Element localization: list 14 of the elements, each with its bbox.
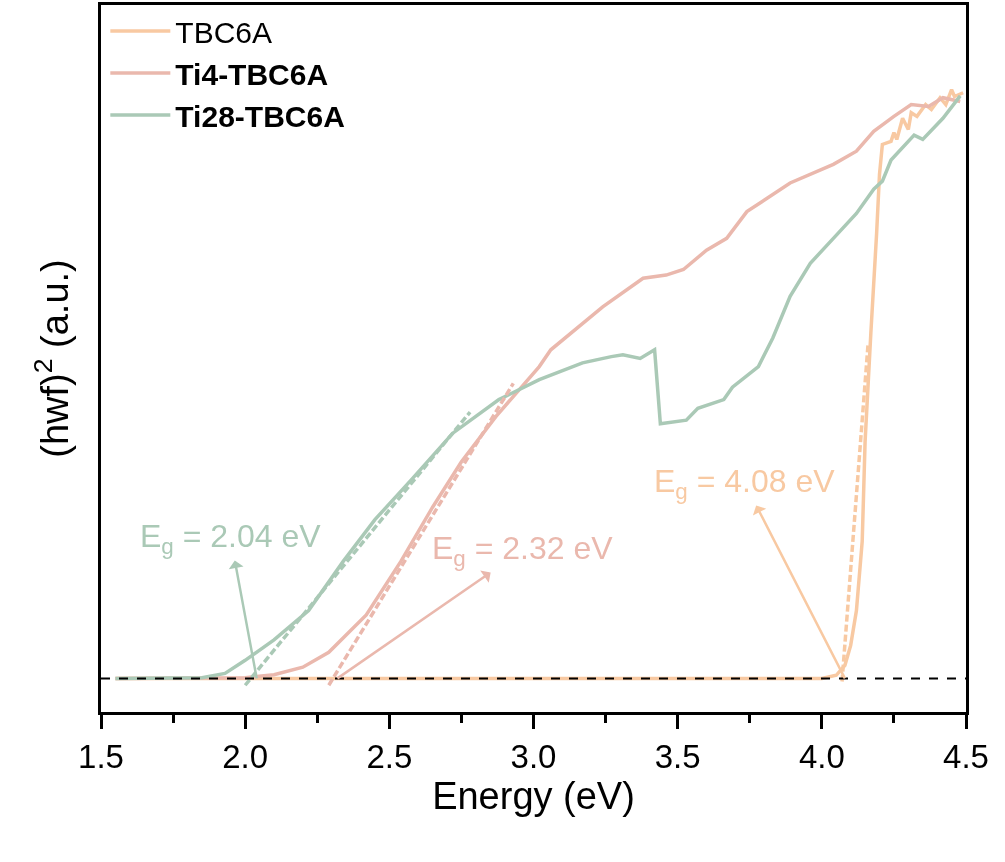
x-tick-label: 4.0: [798, 738, 845, 776]
legend-label: Ti28-TBC6A: [175, 99, 345, 133]
x-tick-label: 1.5: [78, 738, 124, 776]
annotation: E$_{g}$ = 2.04 eV: [140, 518, 322, 559]
annotation: E$_{g}$ = 4.08 eV: [654, 463, 836, 504]
x-tick-label: 3.5: [654, 738, 701, 776]
legend-label: Ti4-TBC6A: [175, 57, 329, 91]
x-tick-label: 3.0: [510, 738, 557, 776]
x-tick-label: 2.5: [366, 738, 413, 776]
x-tick-label: 4.5: [943, 738, 989, 776]
x-tick-label: 2.0: [222, 738, 269, 776]
legend-label: TBC6A: [175, 15, 273, 49]
x-axis-title: Energy (eV): [432, 775, 635, 818]
annotation: E$_{g}$ = 2.32 eV: [432, 530, 614, 571]
